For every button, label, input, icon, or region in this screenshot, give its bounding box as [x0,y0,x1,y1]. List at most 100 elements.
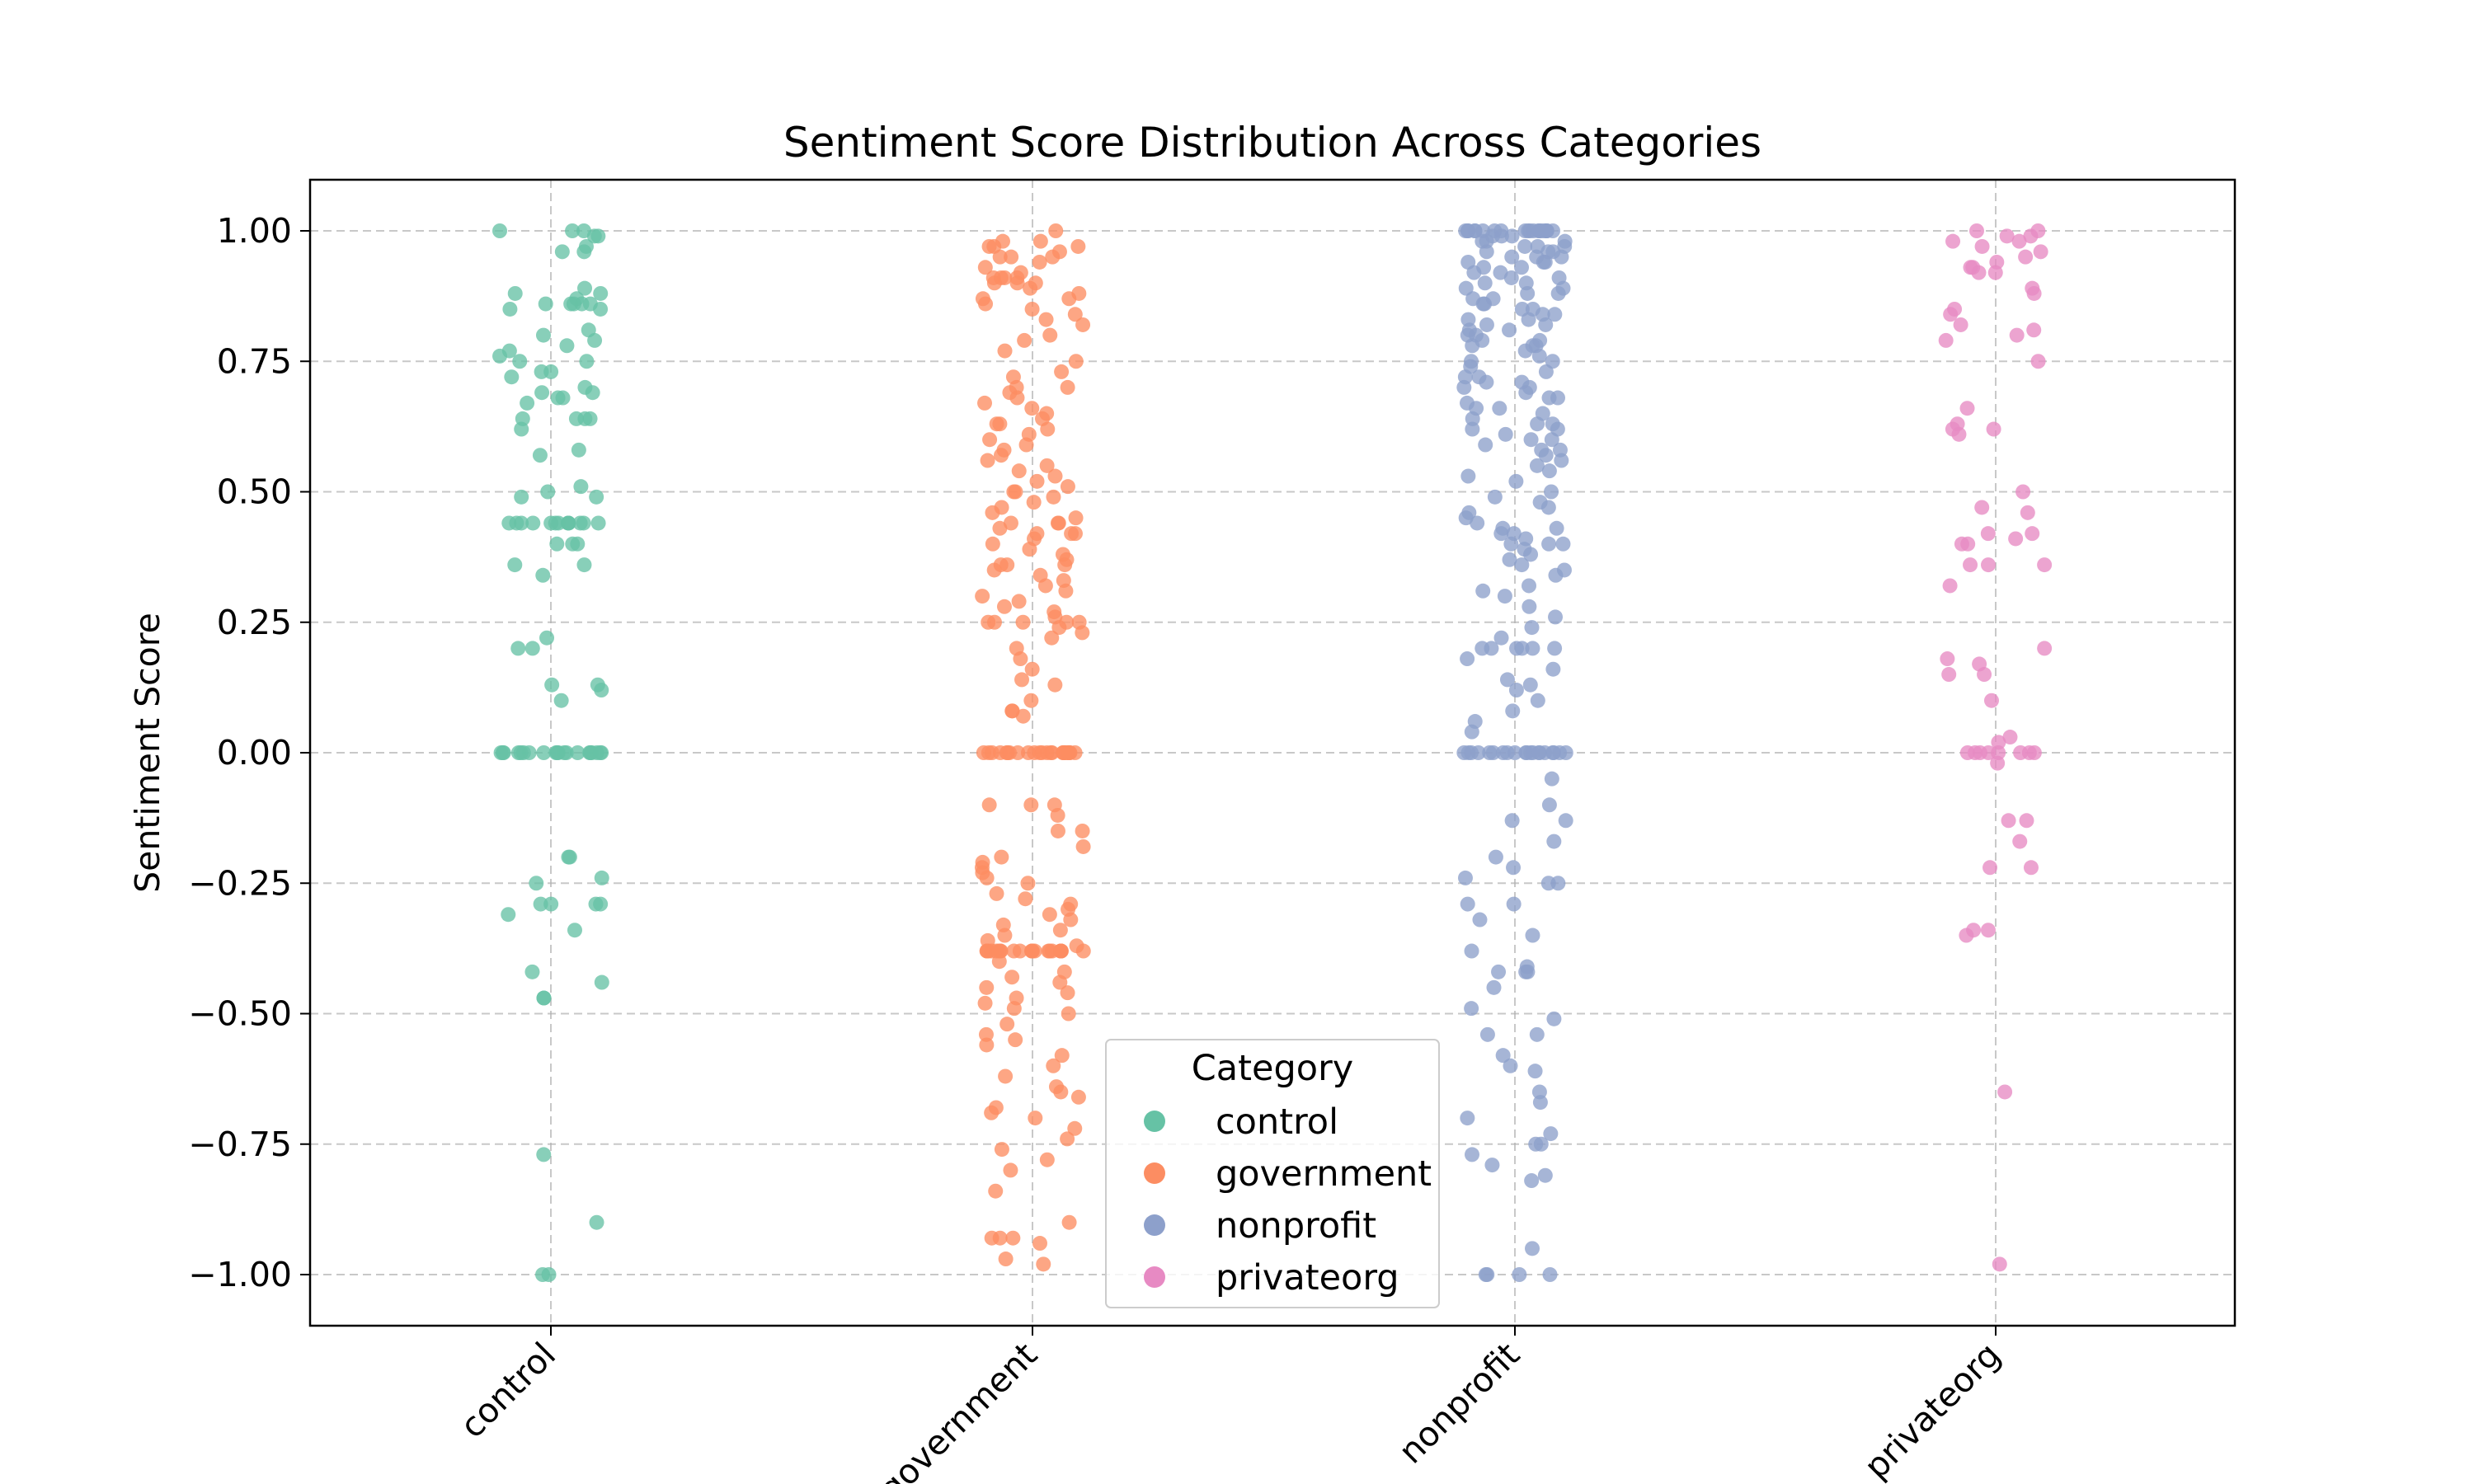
government-point [1003,1162,1018,1178]
nonprofit-point [1493,526,1509,542]
government-point [1055,745,1070,760]
government-point [1008,484,1023,500]
control-point [538,296,553,312]
nonprofit-point [1538,317,1554,332]
control-point [533,896,548,912]
nonprofit-point [1504,813,1520,829]
nonprofit-point [1464,724,1479,740]
nonprofit-point [1506,860,1522,876]
ticks-layer: 1.00 0.75 0.50 0.25 0.00 −0.25 −0.50 −0.75 −1.00… [188,211,2008,1484]
government-point [1063,912,1079,928]
control-point [590,515,606,531]
control-point [576,557,592,573]
nonprofit-point [1457,870,1473,885]
nonprofit-point [1460,896,1475,912]
privateorg-point [1987,265,2003,280]
x-tick-label: nonprofit [1391,1335,1527,1471]
government-point [986,275,1002,291]
nonprofit-point [1525,928,1540,943]
control-point [535,1267,551,1282]
nonprofit-legend-marker [1144,1214,1165,1236]
control-point [495,745,510,760]
government-point [1006,1001,1022,1017]
privateorg-point [1990,755,2006,771]
government-point [979,870,995,885]
government-point [1061,1214,1077,1230]
nonprofit-point [1458,510,1474,526]
privateorg-point [2018,249,2034,265]
y-tick-label: 0.75 [217,341,292,381]
x-tick-label: control [453,1335,563,1445]
nonprofit-point [1503,1058,1518,1073]
nonprofit-point [1460,651,1475,667]
government-legend-marker [1144,1162,1165,1184]
legend-box [1105,1039,1440,1308]
government-point [1061,1006,1076,1021]
government-point [1029,473,1045,489]
nonprofit-point [1460,1111,1475,1126]
control-point [532,448,548,463]
government-point [1023,280,1038,296]
nonprofit-point [1492,401,1507,416]
nonprofit-point [1486,979,1502,995]
control-point [550,390,566,406]
privateorg-point [1982,860,1998,876]
privateorg-point [1938,332,1954,348]
government-point [1068,510,1084,526]
privateorg-point [1942,578,1958,594]
control-point [549,536,565,552]
control-point [561,515,576,531]
nonprofit-point [1549,520,1564,536]
nonprofit-point [1550,285,1566,301]
privateorg-point [2021,745,2037,760]
nonprofit-point [1523,432,1539,448]
government-point [1018,437,1034,453]
nonprofit-point [1518,385,1534,401]
nonprofit-point [1522,599,1537,614]
control-point [492,348,508,364]
nonprofit-point [1479,1026,1495,1042]
nonprofit-point [1530,693,1545,708]
privateorg-legend-label: privateorg [1216,1257,1399,1298]
government-point [1067,307,1083,322]
nonprofit-point [1466,265,1482,280]
y-tick-label: −0.75 [188,1125,292,1164]
nonprofit-point [1520,285,1536,301]
control-point [492,223,508,238]
nonprofit-point [1470,515,1485,531]
government-point [1004,249,1019,265]
nonprofit-point [1527,1064,1543,1079]
control-point [525,515,541,531]
nonprofit-point [1502,552,1517,567]
government-point [1047,468,1063,484]
points-layer [492,223,2053,1282]
nonprofit-point [1517,238,1533,254]
government-point [1051,515,1066,531]
nonprofit-point [1464,1001,1479,1017]
nonprofit-point [1456,379,1472,395]
nonprofit-point [1555,536,1571,552]
government-point [1075,838,1091,854]
x-tick-label: government [871,1335,1045,1484]
government-point [1023,797,1039,813]
nonprofit-point [1523,547,1539,562]
government-point [1036,1256,1051,1272]
control-point [554,244,570,260]
control-point [577,280,593,296]
privateorg-point [2023,228,2039,244]
government-point [1054,364,1070,379]
nonprofit-point [1470,745,1486,760]
government-point [1009,390,1025,406]
nonprofit-point [1520,964,1536,979]
nonprofit-point [1558,745,1573,760]
government-legend-label: government [1216,1153,1432,1195]
government-point [1032,1236,1047,1252]
y-tick-label: −0.25 [188,863,292,903]
government-point [1046,1058,1061,1073]
control-legend-label: control [1216,1101,1338,1143]
privateorg-point [1977,667,1992,683]
nonprofit-point [1532,1095,1548,1111]
nonprofit-point [1548,567,1564,583]
control-point [521,745,537,760]
